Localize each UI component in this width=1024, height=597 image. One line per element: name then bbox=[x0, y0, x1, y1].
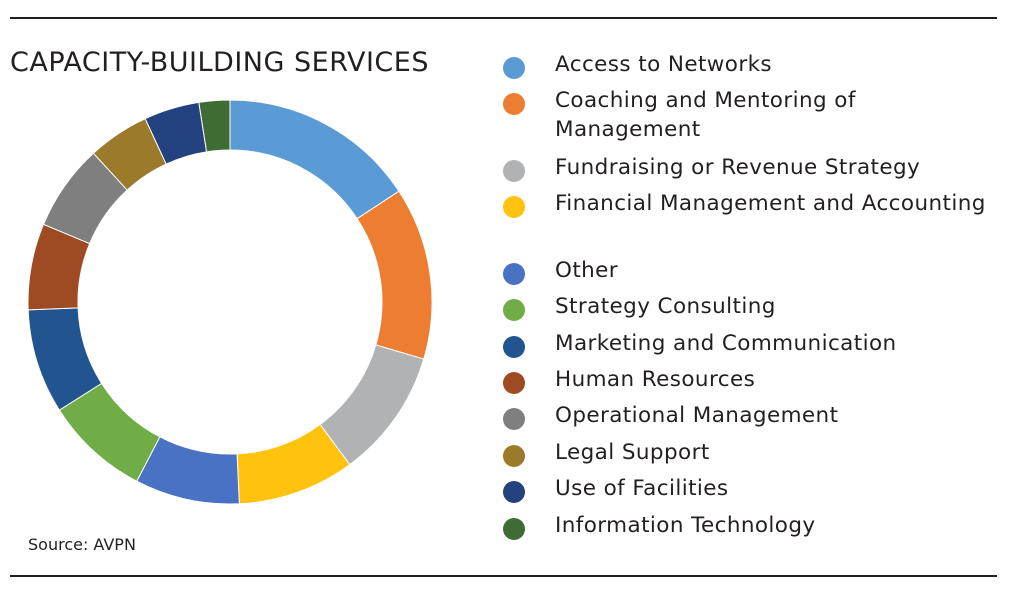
legend-swatch bbox=[503, 518, 525, 540]
legend-label: Information Technology bbox=[555, 513, 816, 538]
top-rule bbox=[10, 17, 997, 19]
legend-label: Operational Management bbox=[555, 403, 839, 428]
legend-label: Financial Management and Accounting bbox=[555, 191, 986, 216]
chart-title: CAPACITY-BUILDING SERVICES bbox=[10, 47, 429, 78]
legend-swatch bbox=[503, 299, 525, 321]
legend-label: Human Resources bbox=[555, 367, 756, 392]
legend-swatch bbox=[503, 93, 525, 115]
legend-swatch bbox=[503, 160, 525, 182]
bottom-rule bbox=[10, 575, 997, 577]
source-note: Source: AVPN bbox=[28, 535, 136, 554]
legend-label: Marketing and Communication bbox=[555, 331, 897, 356]
legend-swatch bbox=[503, 445, 525, 467]
legend-swatch bbox=[503, 372, 525, 394]
legend-swatch bbox=[503, 336, 525, 358]
legend-swatch bbox=[503, 408, 525, 430]
legend-label: Legal Support bbox=[555, 440, 710, 465]
donut-slice-12 bbox=[198, 99, 231, 153]
legend-swatch bbox=[503, 481, 525, 503]
legend-swatch bbox=[503, 196, 525, 218]
legend-label: Other bbox=[555, 258, 619, 283]
legend-swatch bbox=[503, 263, 525, 285]
legend-label: Use of Facilities bbox=[555, 476, 729, 501]
legend-label: Strategy Consulting bbox=[555, 294, 776, 319]
legend-label: Access to Networks bbox=[555, 52, 773, 77]
legend-label: Fundraising or Revenue Strategy bbox=[555, 155, 921, 180]
donut-chart bbox=[27, 99, 433, 505]
legend-swatch bbox=[503, 57, 525, 79]
donut-slice-2 bbox=[356, 190, 433, 360]
donut-slice-1 bbox=[229, 99, 400, 220]
legend-label: Coaching and Mentoring of Management bbox=[555, 88, 856, 142]
